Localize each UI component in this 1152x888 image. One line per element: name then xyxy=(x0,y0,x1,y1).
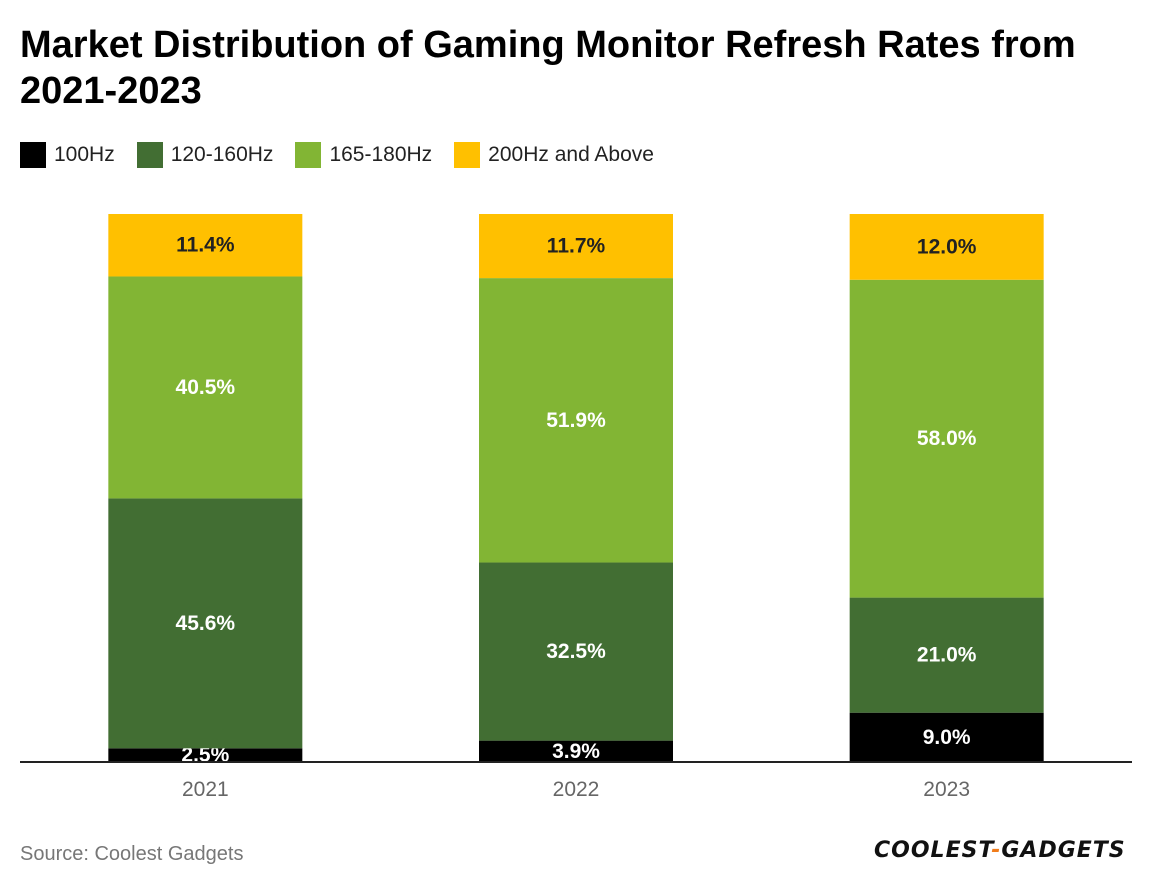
bar-segment-2021-120-160hz xyxy=(108,498,303,749)
bar-segment-2022-165-180hz xyxy=(479,278,673,563)
bar-segment-2022-200hz-and-above xyxy=(479,214,673,279)
legend-swatch-165-180hz xyxy=(295,142,322,168)
bar-segment-2021-200hz-and-above xyxy=(108,214,303,277)
legend-item-120-160hz: 120-160Hz xyxy=(136,142,274,168)
data-label-2021-165-180hz: 40.5% xyxy=(176,376,236,399)
bar-segment-2021-165-180hz xyxy=(108,276,303,499)
legend-item-165-180hz: 165-180Hz xyxy=(295,142,432,168)
legend: 100Hz 120-160Hz 165-180Hz 200Hz and Abov… xyxy=(20,142,676,168)
bar-segment-2022-100hz xyxy=(479,740,673,762)
data-label-2023-200hz-and-above: 12.0% xyxy=(917,235,977,258)
coolest-gadgets-logo: COOLEST-GADGETS xyxy=(874,838,1126,863)
legend-label-165-180hz: 165-180Hz xyxy=(329,143,433,166)
data-label-2022-120-160hz: 32.5% xyxy=(546,640,606,663)
legend-item-200hz-and-above: 200Hz and Above xyxy=(454,142,654,168)
x-tick-label-2022: 2022 xyxy=(553,778,600,801)
data-label-2022-100hz: 3.9% xyxy=(552,740,600,763)
bar-segment-2023-200hz-and-above xyxy=(849,214,1044,280)
source-note: Source: Coolest Gadgets xyxy=(20,843,244,865)
data-label-2023-100hz: 9.0% xyxy=(923,726,971,749)
bar-segment-2023-100hz xyxy=(849,712,1044,762)
legend-swatch-100hz xyxy=(20,142,46,168)
bar-segment-2022-120-160hz xyxy=(479,562,673,741)
x-tick-label-2021: 2021 xyxy=(182,778,229,801)
data-label-2021-200hz-and-above: 11.4% xyxy=(176,234,235,257)
x-tick-label-2023: 2023 xyxy=(923,778,970,801)
data-label-2022-200hz-and-above: 11.7% xyxy=(547,235,606,258)
legend-item-100hz: 100Hz xyxy=(20,142,115,168)
chart-title: Market Distribution of Gaming Monitor Re… xyxy=(20,24,1076,112)
legend-label-200hz-and-above: 200Hz and Above xyxy=(488,143,654,166)
logo-part1: COOLEST xyxy=(874,838,992,863)
data-label-2023-120-160hz: 21.0% xyxy=(917,644,977,667)
bar-segment-2021-100hz xyxy=(108,748,303,762)
logo-dash: - xyxy=(991,838,1002,863)
data-label-2022-165-180hz: 51.9% xyxy=(546,409,606,432)
bar-segment-2023-165-180hz xyxy=(849,279,1044,598)
legend-swatch-200hz-and-above xyxy=(454,142,481,168)
data-label-2023-165-180hz: 58.0% xyxy=(917,427,977,450)
bar-segment-2023-120-160hz xyxy=(849,597,1044,713)
legend-label-120-160hz: 120-160Hz xyxy=(170,143,274,166)
logo-part2: GADGETS xyxy=(1001,838,1126,863)
data-label-2021-100hz: 2.5% xyxy=(181,744,229,767)
legend-swatch-120-160hz xyxy=(136,142,163,168)
legend-label-100hz: 100Hz xyxy=(54,143,115,166)
data-label-2021-120-160hz: 45.6% xyxy=(176,612,236,635)
